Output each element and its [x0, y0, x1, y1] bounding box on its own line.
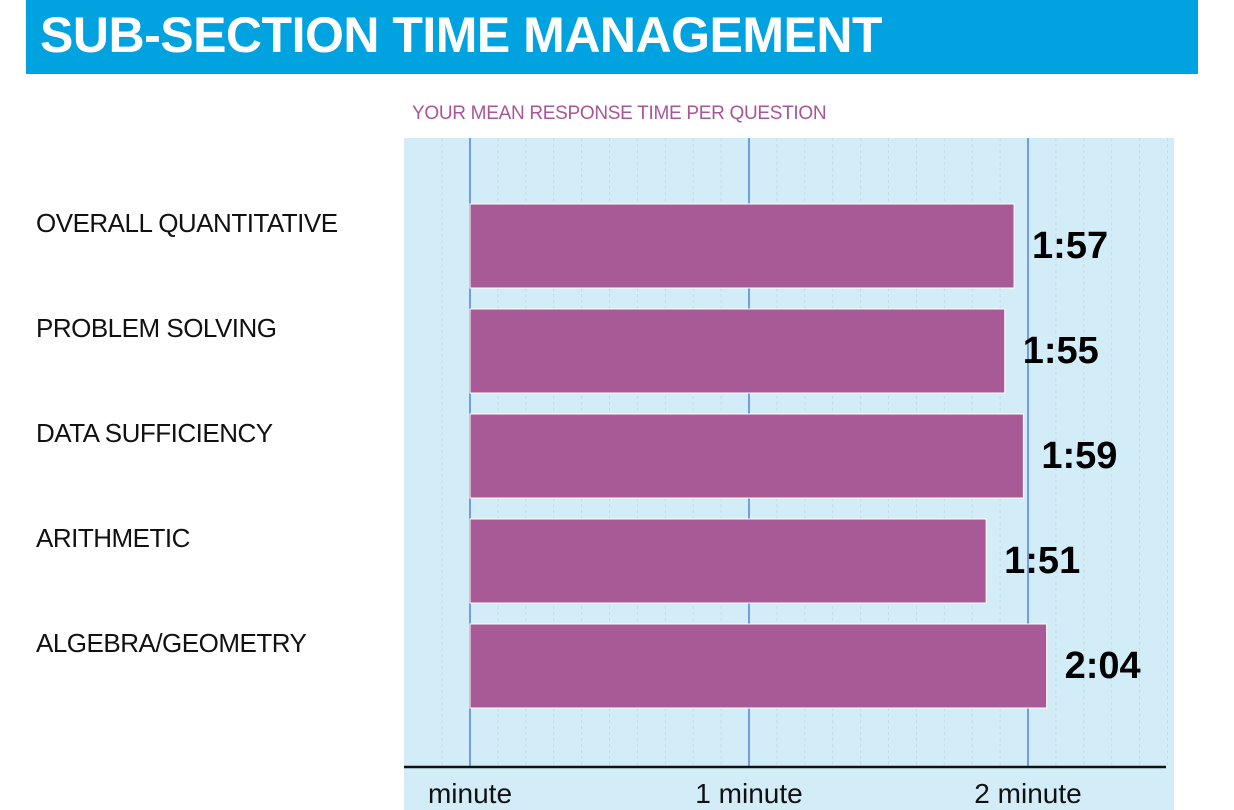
value-labels: 1:57 1:55 1:59 1:51 2:04	[1004, 225, 1141, 687]
bar	[469, 308, 1006, 394]
bars	[469, 203, 1048, 709]
x-tick-labels: minute 1 minute 2 minute	[428, 778, 1082, 809]
bar	[469, 623, 1048, 709]
value-label: 1:57	[1032, 225, 1108, 267]
bar	[469, 518, 987, 604]
value-label: 1:55	[1023, 330, 1099, 372]
category-label: OVERALL QUANTITATIVE	[36, 208, 338, 238]
value-label: 1:59	[1041, 435, 1117, 477]
header-bar: SUB-SECTION TIME MANAGEMENT	[26, 0, 1198, 74]
bar	[469, 413, 1024, 499]
x-tick-label: 2 minute	[974, 778, 1081, 809]
page-title: SUB-SECTION TIME MANAGEMENT	[40, 7, 883, 63]
category-label: PROBLEM SOLVING	[36, 313, 277, 343]
category-labels: OVERALL QUANTITATIVE PROBLEM SOLVING DATA …	[36, 208, 338, 658]
category-label: ALGEBRA/GEOMETRY	[36, 628, 307, 658]
category-label: DATA SUFFICIENCY	[36, 418, 273, 448]
x-tick-label: 1 minute	[695, 778, 802, 809]
value-label: 2:04	[1065, 645, 1141, 687]
x-tick-label: minute	[428, 778, 512, 809]
chart-title: YOUR MEAN RESPONSE TIME PER QUESTION	[412, 103, 827, 124]
bar	[469, 203, 1015, 289]
category-label: ARITHMETIC	[36, 523, 190, 553]
value-label: 1:51	[1004, 540, 1080, 582]
